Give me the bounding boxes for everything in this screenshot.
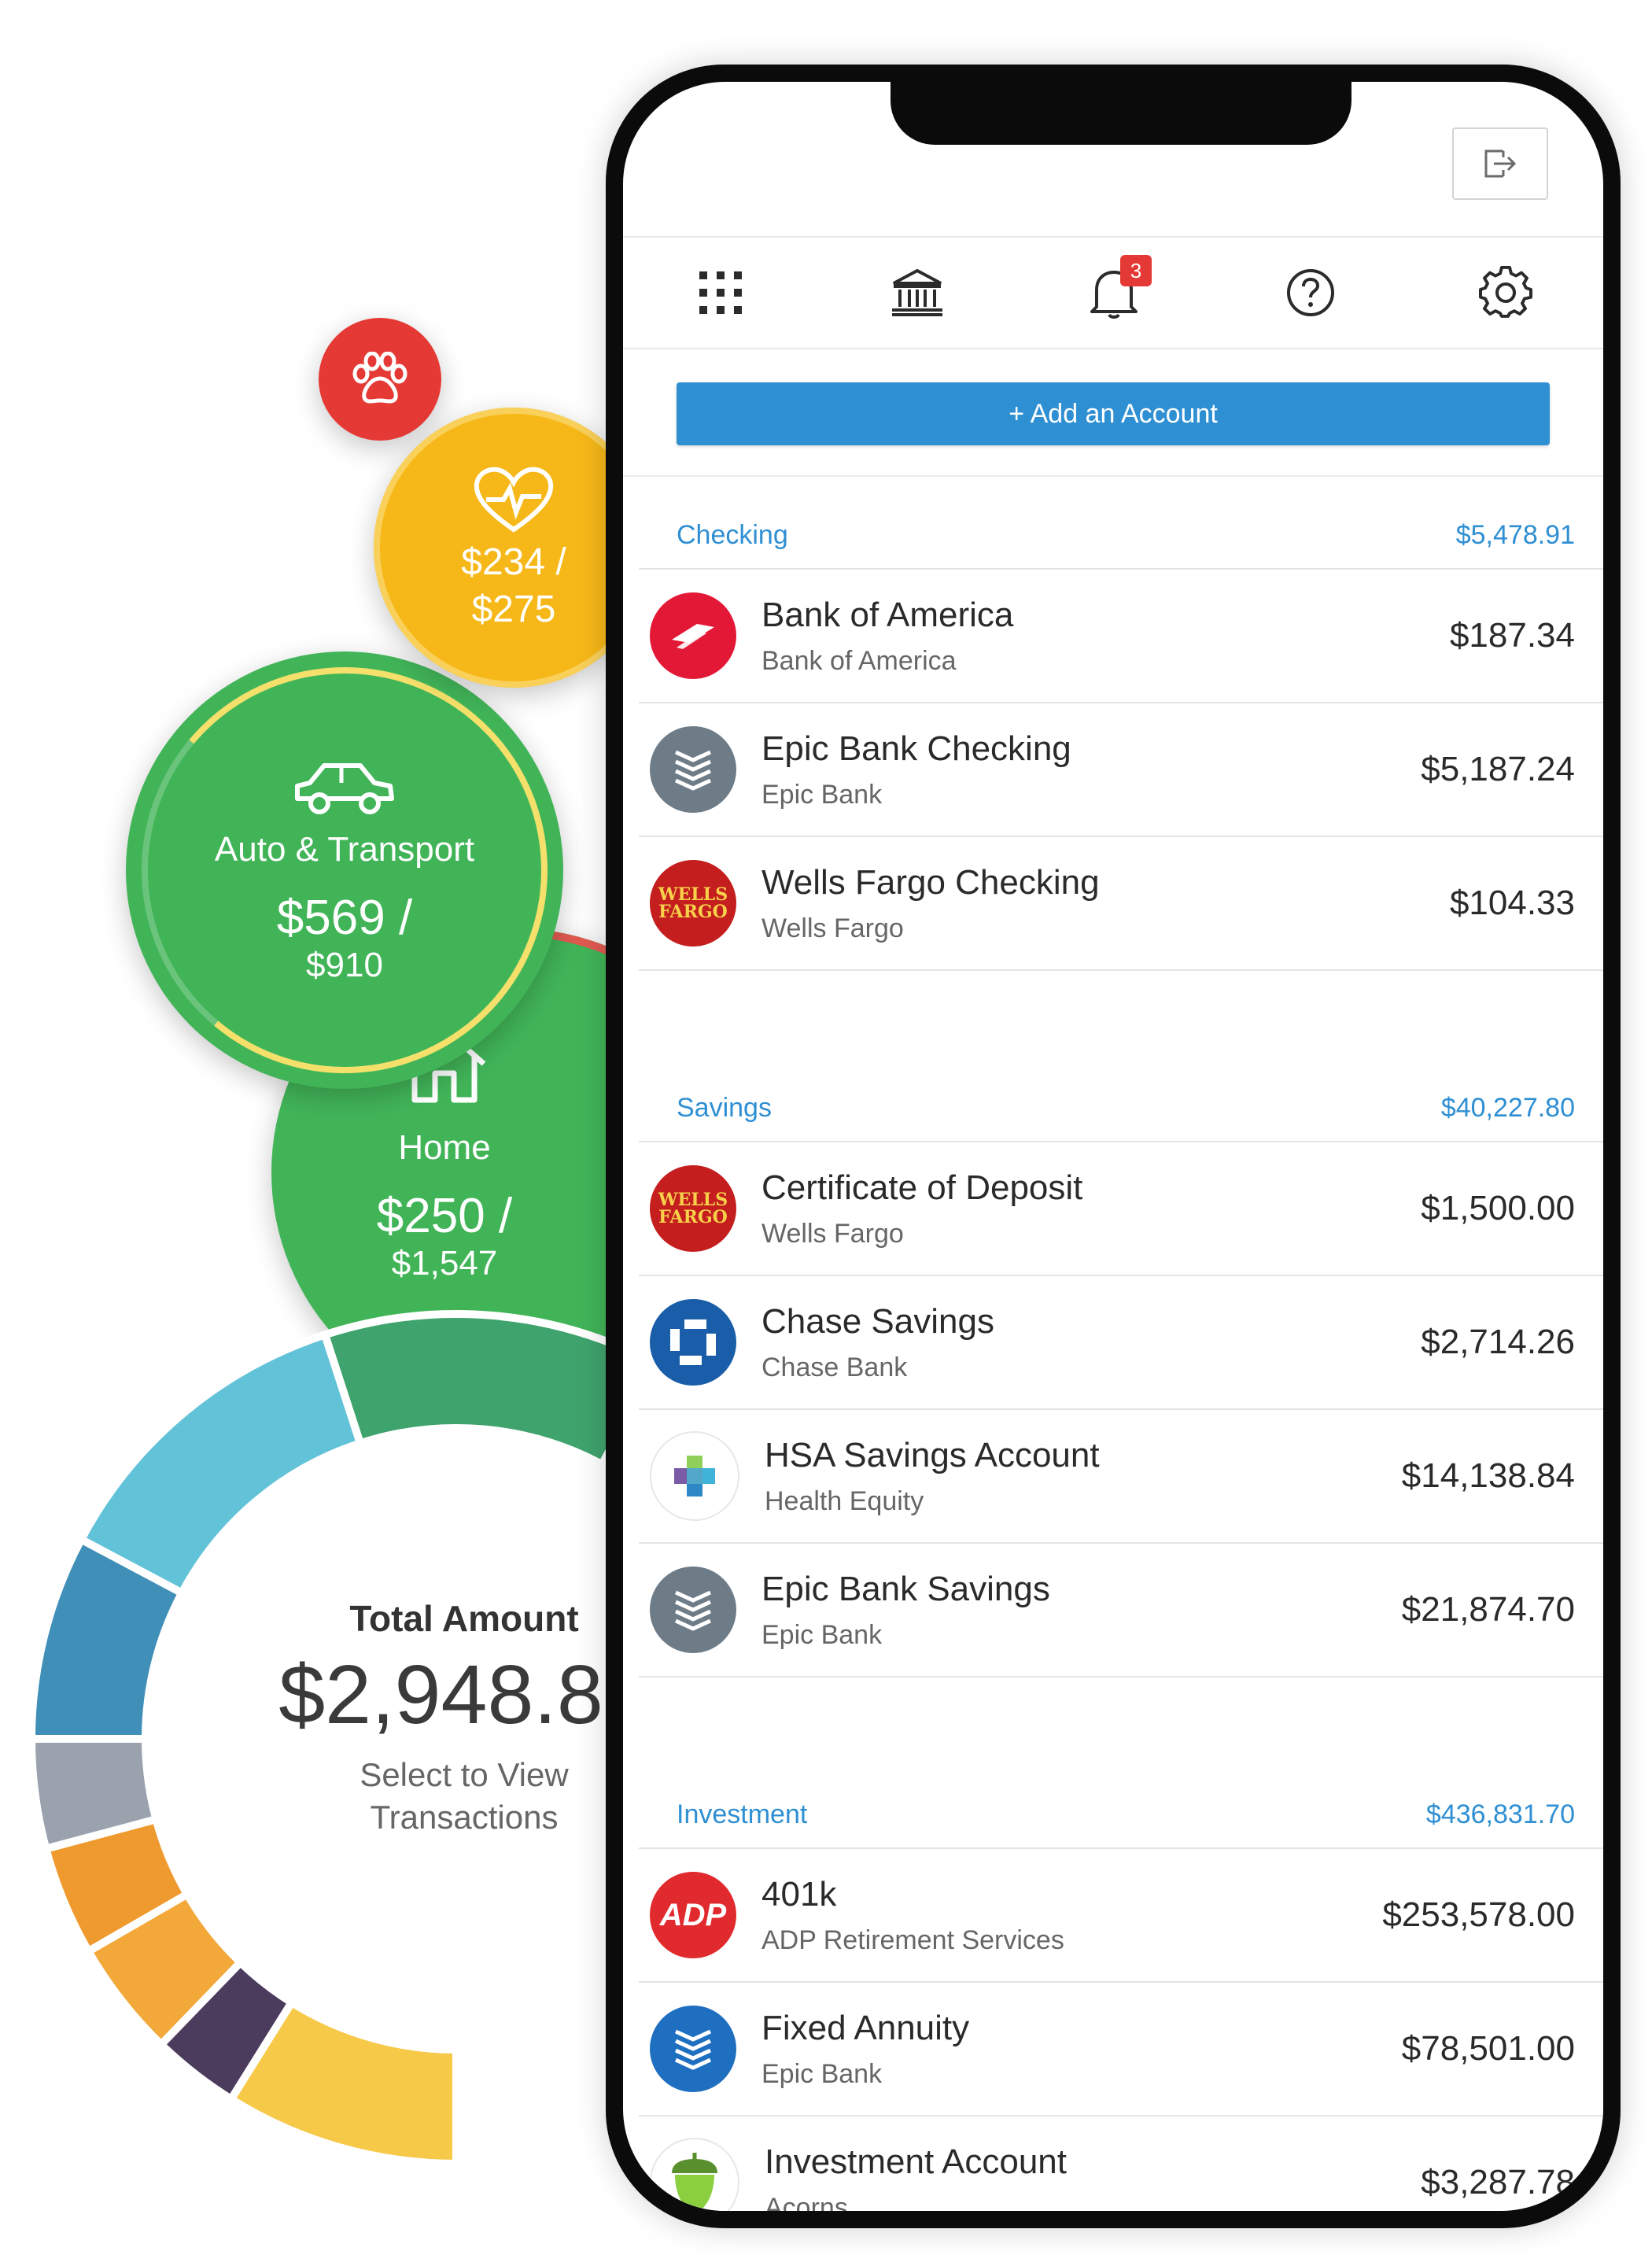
- auto-progress-ring: [124, 650, 565, 1091]
- account-row[interactable]: ADP 401k ADP Retirement Services $253,578.0…: [639, 1849, 1603, 1983]
- section-name: Checking: [677, 520, 788, 550]
- account-name: Epic Bank Checking: [761, 729, 1071, 768]
- home-budget: $1,547: [391, 1244, 498, 1282]
- account-institution: Epic Bank: [761, 779, 883, 810]
- section-header-checking[interactable]: Checking $5,478.91: [639, 477, 1603, 570]
- sign-out-icon: [1484, 149, 1517, 178]
- section-total: $40,227.80: [1440, 1093, 1575, 1123]
- bank-icon: [892, 268, 942, 316]
- account-institution: Chase Bank: [761, 1352, 908, 1382]
- account-balance: $2,714.26: [1421, 1323, 1575, 1361]
- epic-bank-logo: [650, 1567, 736, 1653]
- account-name: Wells Fargo Checking: [761, 862, 1100, 902]
- help-icon: [1287, 269, 1334, 316]
- account-name: 401k: [761, 1874, 837, 1914]
- account-institution: Bank of America: [761, 645, 957, 676]
- account-balance: $14,138.84: [1401, 1456, 1575, 1495]
- account-balance: $78,501.00: [1401, 2029, 1575, 2068]
- account-institution: Wells Fargo: [761, 913, 904, 943]
- section-header-investment[interactable]: Investment $436,831.70: [639, 1756, 1603, 1849]
- account-row[interactable]: Epic Bank Checking Epic Bank $5,187.24: [639, 703, 1603, 837]
- section-spacer: [623, 971, 1603, 1050]
- auto-category-bubble[interactable]: Auto & Transport $569 / $910: [124, 650, 565, 1091]
- add-account-button[interactable]: + Add an Account: [677, 382, 1550, 445]
- accounts-button[interactable]: [886, 261, 949, 324]
- help-button[interactable]: [1279, 261, 1342, 324]
- section-header-savings[interactable]: Savings $40,227.80: [639, 1050, 1603, 1142]
- account-row[interactable]: WELLS FARGO Wells Fargo Checking Wells Farg…: [639, 837, 1603, 971]
- account-balance: $187.34: [1449, 616, 1575, 655]
- home-amount: $250 /: [376, 1189, 513, 1243]
- account-name: Epic Bank Savings: [761, 1569, 1050, 1608]
- account-row[interactable]: WELLS FARGO Certificate of Deposit Wells Fa…: [639, 1142, 1603, 1276]
- account-row[interactable]: Bank of America Bank of America $187.34: [639, 570, 1603, 703]
- account-balance: $3,287.78: [1421, 2163, 1575, 2201]
- section-total: $5,478.91: [1455, 520, 1575, 550]
- section-name: Savings: [677, 1093, 772, 1123]
- account-institution: Epic Bank: [761, 2058, 883, 2089]
- account-balance: $21,874.70: [1401, 1590, 1575, 1629]
- section-name: Investment: [677, 1799, 808, 1829]
- account-balance: $1,500.00: [1421, 1189, 1575, 1227]
- account-row[interactable]: Chase Savings Chase Bank $2,714.26: [639, 1276, 1603, 1410]
- select-to-view-line2: Transactions: [370, 1799, 559, 1836]
- acorns-logo: [650, 2138, 739, 2211]
- total-amount-label: Total Amount: [349, 1598, 579, 1639]
- select-to-view-line1: Select to View: [360, 1756, 569, 1793]
- chase-logo: [650, 1299, 736, 1386]
- account-name: Certificate of Deposit: [761, 1168, 1083, 1207]
- account-balance: $5,187.24: [1421, 750, 1575, 788]
- account-institution: Epic Bank: [761, 1619, 883, 1650]
- epic-bank-logo: [650, 2006, 736, 2092]
- health-equity-logo: [650, 1431, 739, 1521]
- account-row[interactable]: HSA Savings Account Health Equity $14,138.…: [639, 1410, 1603, 1544]
- gear-icon: [1479, 266, 1532, 318]
- home-label: Home: [398, 1128, 491, 1167]
- bank-of-america-logo: [650, 592, 736, 679]
- account-name: Bank of America: [761, 595, 1014, 634]
- account-row[interactable]: Epic Bank Savings Epic Bank $21,874.70: [639, 1544, 1603, 1677]
- account-name: Chase Savings: [761, 1301, 994, 1341]
- account-institution: Wells Fargo: [761, 1218, 904, 1249]
- notifications-button[interactable]: 3: [1082, 255, 1152, 324]
- bell-icon: [1090, 271, 1138, 319]
- settings-button[interactable]: [1474, 261, 1537, 324]
- account-balance: $104.33: [1449, 884, 1575, 922]
- notification-badge: 3: [1120, 255, 1152, 286]
- account-list: Checking $5,478.91 Bank of America Bank of …: [623, 475, 1603, 2211]
- phone-notch: [891, 82, 1351, 145]
- account-name: Fixed Annuity: [761, 2008, 970, 2047]
- adp-logo: ADP: [650, 1872, 736, 1958]
- epic-bank-logo: [650, 726, 736, 813]
- grid-menu-button[interactable]: [689, 261, 752, 324]
- wells-fargo-logo: WELLS FARGO: [650, 1165, 736, 1252]
- account-balance: $253,578.00: [1382, 1895, 1575, 1934]
- account-institution: Health Equity: [765, 1485, 924, 1516]
- select-to-view-text: Select to View Transactions: [181, 1754, 747, 1839]
- phone-frame: 3 + Add an Account Checking $5,478.91 Bank…: [606, 65, 1621, 2228]
- account-name: Investment Account: [765, 2142, 1067, 2181]
- account-row[interactable]: Investment Account Acorns $3,287.78: [639, 2117, 1603, 2211]
- section-spacer: [623, 1677, 1603, 1756]
- account-institution: Acorns: [765, 2192, 848, 2212]
- account-institution: ADP Retirement Services: [761, 1925, 1064, 1955]
- top-navigation-bar: 3: [623, 236, 1603, 349]
- wells-fargo-logo: WELLS FARGO: [650, 860, 736, 947]
- paw-icon: [352, 352, 407, 404]
- account-row[interactable]: Fixed Annuity Epic Bank $78,501.00: [639, 1983, 1603, 2117]
- section-total: $436,831.70: [1425, 1799, 1575, 1829]
- sign-out-button[interactable]: [1452, 127, 1548, 200]
- app-screen: 3 + Add an Account Checking $5,478.91 Bank…: [623, 82, 1603, 2211]
- account-name: HSA Savings Account: [765, 1435, 1100, 1474]
- pet-category-bubble[interactable]: [319, 318, 441, 441]
- auto-track-ring: [142, 667, 548, 1073]
- total-amount-value: $2,948.88: [278, 1648, 650, 1741]
- grid-menu-icon: [699, 271, 742, 314]
